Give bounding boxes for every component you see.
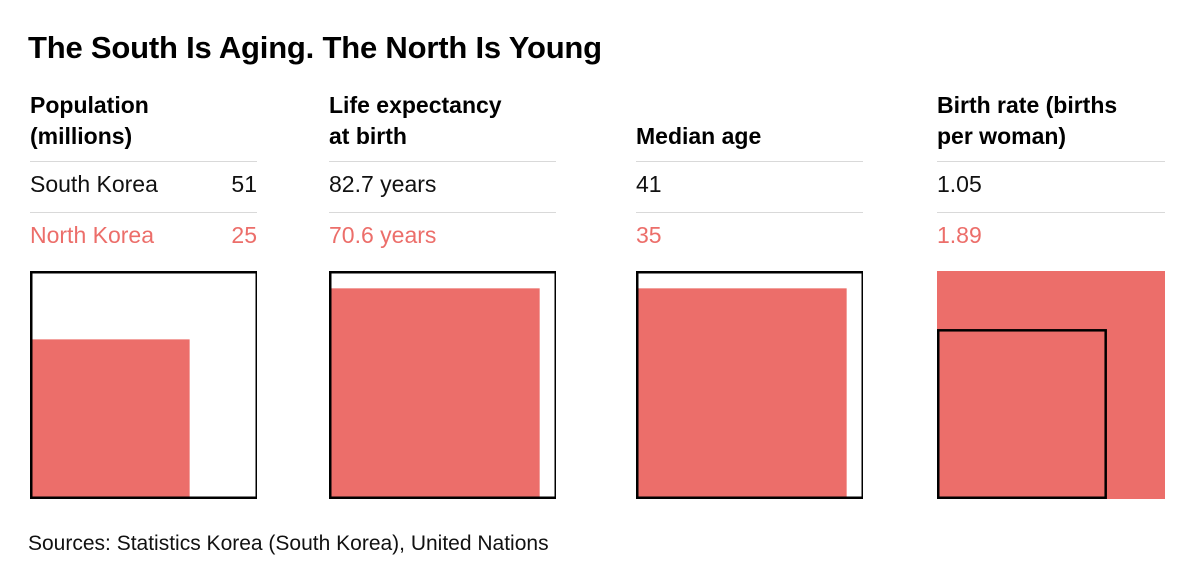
panel-population: Population (millions) South Korea 51 Nor…	[30, 84, 257, 504]
panel-birth-rate: Birth rate (births per woman) 1.05 1.89	[937, 84, 1165, 504]
header-life-line1: Life expectancy	[329, 92, 502, 118]
viz-life-expectancy	[329, 269, 556, 499]
header-population: Population (millions)	[30, 84, 257, 156]
divider	[329, 212, 556, 213]
north-square-life-expectancy	[329, 288, 540, 499]
south-square-median-age	[636, 271, 863, 499]
row-south-korea: 1.05	[937, 164, 1165, 204]
square-chart-population	[30, 271, 257, 499]
label-south-korea: South Korea	[30, 171, 158, 197]
square-chart-birth-rate	[937, 271, 1165, 499]
divider	[329, 161, 556, 162]
viz-median-age	[636, 269, 863, 499]
divider	[30, 161, 257, 162]
square-chart-median-age	[636, 271, 863, 499]
north-square-median-age	[636, 288, 847, 499]
header-median-line2: Median age	[636, 123, 762, 149]
square-chart-life-expectancy	[329, 271, 556, 499]
viz-population	[30, 269, 257, 499]
value-north-median: 35	[636, 222, 662, 248]
value-north-birth: 1.89	[937, 222, 982, 248]
row-south-korea: South Korea 51	[30, 164, 257, 204]
row-north-korea: 1.89	[937, 215, 1165, 255]
value-north-population: 25	[231, 222, 257, 248]
value-south-life: 82.7 years	[329, 171, 437, 197]
panel-median-age: Median age 41 35	[636, 84, 863, 504]
row-north-korea: North Korea 25	[30, 215, 257, 255]
south-square-population	[30, 271, 257, 499]
header-life-line2: at birth	[329, 123, 407, 149]
divider	[937, 212, 1165, 213]
value-south-median: 41	[636, 171, 662, 197]
divider	[30, 212, 257, 213]
viz-birth-rate	[937, 269, 1165, 499]
source-note: Sources: Statistics Korea (South Korea),…	[28, 532, 549, 555]
panel-life-expectancy: Life expectancy at birth 82.7 years 70.6…	[329, 84, 556, 504]
divider	[937, 161, 1165, 162]
row-north-korea: 70.6 years	[329, 215, 556, 255]
label-north-korea: North Korea	[30, 222, 155, 248]
value-south-birth: 1.05	[937, 171, 982, 197]
north-square-population	[30, 339, 190, 499]
header-population-line2: (millions)	[30, 123, 133, 149]
header-life-expectancy: Life expectancy at birth	[329, 84, 556, 156]
value-south-population: 51	[231, 171, 257, 197]
north-square-birth-rate	[937, 271, 1165, 499]
header-median-age: Median age	[636, 84, 863, 156]
value-north-life: 70.6 years	[329, 222, 437, 248]
row-south-korea: 41	[636, 164, 863, 204]
row-south-korea: 82.7 years	[329, 164, 556, 204]
south-square-life-expectancy	[329, 271, 556, 499]
chart-title: The South Is Aging. The North Is Young	[28, 30, 602, 65]
divider	[636, 212, 863, 213]
row-north-korea: 35	[636, 215, 863, 255]
header-population-line1: Population	[30, 92, 149, 118]
header-birth-rate: Birth rate (births per woman)	[937, 84, 1165, 156]
header-birth-line2: per woman)	[937, 123, 1067, 149]
divider	[636, 161, 863, 162]
header-birth-line1: Birth rate (births	[937, 92, 1118, 118]
south-square-birth-rate	[937, 329, 1107, 499]
